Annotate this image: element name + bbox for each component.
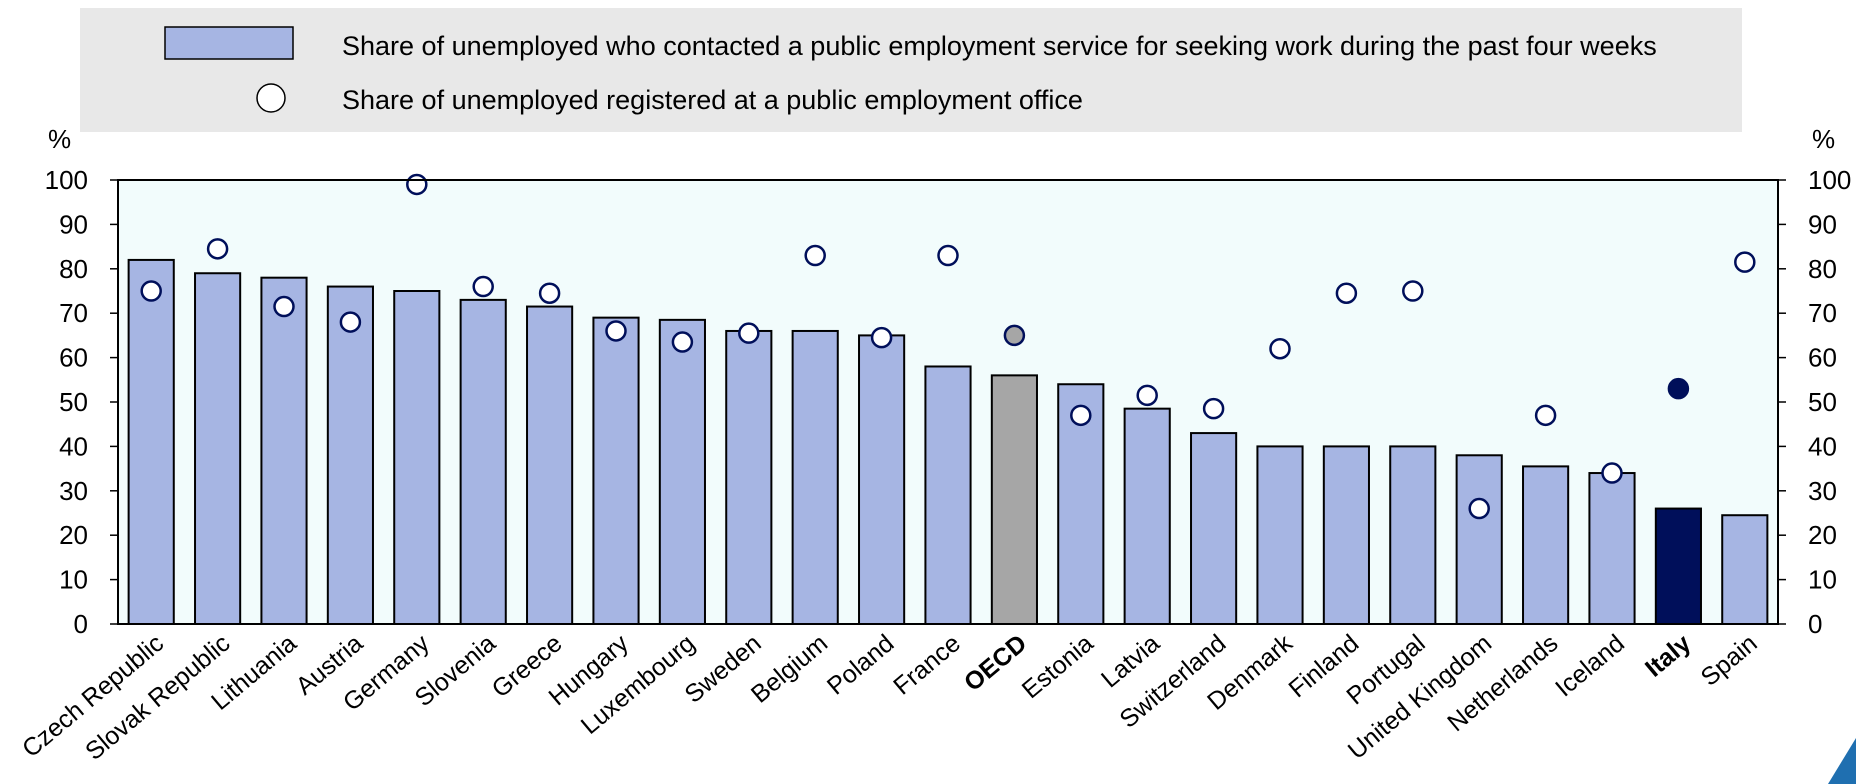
y-tick-label-right: 90: [1808, 209, 1837, 239]
x-tick-label: Spain: [1696, 629, 1763, 692]
bar-finland: [1322, 445, 1370, 625]
y-axis-unit-right: %: [1812, 124, 1835, 154]
marker-austria: [339, 311, 362, 333]
marker-greece: [538, 282, 561, 304]
y-tick-label-right: 80: [1808, 254, 1837, 284]
marker-poland: [870, 326, 893, 349]
marker-portugal: [1402, 280, 1424, 302]
y-tick-label-left: 30: [59, 476, 88, 506]
bar-latvia: [1123, 407, 1171, 625]
bar-denmark: [1256, 445, 1304, 625]
y-tick-label-left: 0: [74, 609, 88, 639]
legend-marker-swatch: [256, 83, 286, 113]
y-tick-label-right: 20: [1808, 520, 1837, 550]
bar-italy: [1654, 507, 1702, 625]
plot-frame: [117, 179, 1779, 625]
bar-united-kingdom: [1455, 454, 1503, 625]
bar-slovak-republic: [194, 272, 242, 625]
marker-finland: [1335, 282, 1358, 304]
marker-luxembourg: [671, 331, 694, 353]
bar-netherlands: [1522, 465, 1570, 625]
marker-hungary: [605, 320, 627, 342]
marker-denmark: [1269, 337, 1291, 360]
marker-spain: [1734, 251, 1756, 273]
legend-label-bars: Share of unemployed who contacted a publ…: [342, 31, 1657, 61]
y-tick-label-right: 10: [1808, 565, 1837, 595]
bar-oecd: [990, 374, 1038, 625]
bar-sweden: [725, 329, 773, 625]
marker-estonia: [1070, 404, 1092, 427]
bar-france: [924, 365, 972, 625]
marker-belgium: [804, 244, 826, 267]
marker-united-kingdom: [1468, 497, 1490, 520]
y-axis-unit-left: %: [48, 124, 71, 154]
x-tick-label: Poland: [822, 629, 900, 700]
y-tick-label-left: 80: [59, 254, 88, 284]
y-tick-label-right: 40: [1808, 431, 1837, 461]
marker-france: [937, 244, 959, 267]
bar-austria: [326, 285, 374, 625]
bar-slovenia: [459, 298, 507, 625]
x-tick-label: Italy: [1640, 629, 1696, 683]
marker-czech-republic: [140, 280, 162, 302]
bar-iceland: [1588, 472, 1636, 626]
marker-slovenia: [472, 275, 494, 298]
marker-italy: [1667, 377, 1690, 400]
y-tick-label-right: 30: [1808, 476, 1837, 506]
marker-lithuania: [273, 295, 295, 318]
bar-lithuania: [260, 276, 308, 625]
x-tick-label: Belgium: [746, 629, 833, 709]
y-tick-label-right: 60: [1808, 343, 1837, 373]
bar-poland: [858, 334, 906, 625]
legend-label-markers: Share of unemployed registered at a publ…: [342, 85, 1083, 115]
bar-germany: [393, 290, 441, 625]
x-tick-label: Estonia: [1017, 629, 1099, 704]
marker-slovak-republic: [206, 238, 229, 260]
y-tick-label-left: 20: [59, 520, 88, 550]
bar-portugal: [1389, 445, 1437, 625]
y-tick-label-left: 10: [59, 565, 88, 595]
marker-oecd: [1003, 324, 1026, 347]
y-tick-label-right: 50: [1808, 387, 1837, 417]
y-tick-label-left: 40: [59, 431, 88, 461]
bar-switzerland: [1190, 432, 1238, 625]
marker-iceland: [1601, 462, 1623, 484]
y-tick-label-left: 70: [59, 298, 88, 328]
y-tick-label-left: 90: [59, 209, 88, 239]
y-tick-label-left: 60: [59, 343, 88, 373]
marker-germany: [406, 173, 428, 196]
y-tick-label-right: 70: [1808, 298, 1837, 328]
marker-sweden: [738, 322, 760, 344]
bar-hungary: [592, 316, 640, 625]
x-tick-label: France: [888, 629, 966, 700]
bar-belgium: [791, 329, 839, 625]
marker-netherlands: [1534, 404, 1557, 427]
bar-czech-republic: [127, 258, 175, 625]
legend-box: [80, 8, 1742, 132]
y-tick-label-left: 100: [45, 165, 88, 195]
x-tick-label: Iceland: [1550, 629, 1630, 702]
marker-switzerland: [1202, 397, 1225, 420]
y-tick-label-right: 100: [1808, 165, 1851, 195]
y-tick-label-left: 50: [59, 387, 88, 417]
bar-luxembourg: [658, 318, 706, 625]
corner-decoration: [1828, 738, 1856, 784]
bar-greece: [526, 305, 574, 625]
legend-bar-swatch: [164, 26, 294, 60]
y-tick-label-right: 0: [1808, 609, 1822, 639]
bar-spain: [1721, 514, 1769, 625]
marker-latvia: [1136, 384, 1158, 407]
